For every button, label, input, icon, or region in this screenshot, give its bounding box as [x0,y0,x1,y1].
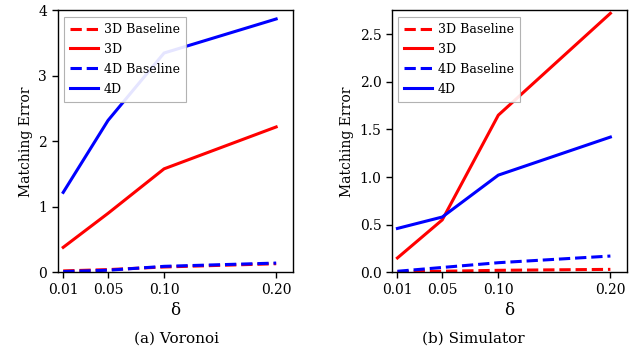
3D Baseline [438,269,446,273]
Line: 3D: 3D [63,127,276,247]
Y-axis label: Matching Error: Matching Error [340,86,354,196]
4D [495,173,502,177]
3D [394,256,401,260]
Legend: 3D Baseline, 3D, 4D Baseline, 4D: 3D Baseline, 3D, 4D Baseline, 4D [398,17,520,102]
3D [272,125,280,129]
4D Baseline [104,268,112,272]
4D [394,227,401,231]
X-axis label: δ: δ [170,302,180,319]
3D Baseline [394,270,401,274]
X-axis label: δ: δ [504,302,515,319]
4D [160,51,168,55]
3D [60,245,67,250]
3D [495,113,502,117]
3D Baseline [495,268,502,273]
Y-axis label: Matching Error: Matching Error [19,86,33,196]
3D Baseline [607,267,614,272]
4D Baseline [607,254,614,258]
Line: 4D Baseline: 4D Baseline [397,256,611,271]
4D Baseline [495,261,502,265]
4D [438,215,446,219]
4D [104,118,112,122]
4D Baseline [160,264,168,268]
3D Baseline [160,265,168,269]
3D Baseline [104,267,112,272]
Line: 4D Baseline: 4D Baseline [63,263,276,272]
Line: 3D: 3D [397,13,611,258]
Line: 4D: 4D [397,137,611,229]
3D [438,218,446,222]
Text: (b) Simulator: (b) Simulator [422,332,525,346]
Text: (a) Voronoi: (a) Voronoi [134,332,218,346]
4D Baseline [394,269,401,273]
4D Baseline [272,261,280,265]
Line: 4D: 4D [63,19,276,192]
3D Baseline [272,262,280,266]
4D [607,135,614,139]
Line: 3D Baseline: 3D Baseline [397,269,611,272]
3D [104,211,112,215]
Line: 3D Baseline: 3D Baseline [63,264,276,271]
Legend: 3D Baseline, 3D, 4D Baseline, 4D: 3D Baseline, 3D, 4D Baseline, 4D [64,17,186,102]
4D Baseline [438,265,446,269]
3D [607,11,614,15]
4D [272,17,280,21]
3D Baseline [60,269,67,273]
4D [60,190,67,194]
4D Baseline [60,269,67,274]
3D [160,167,168,171]
